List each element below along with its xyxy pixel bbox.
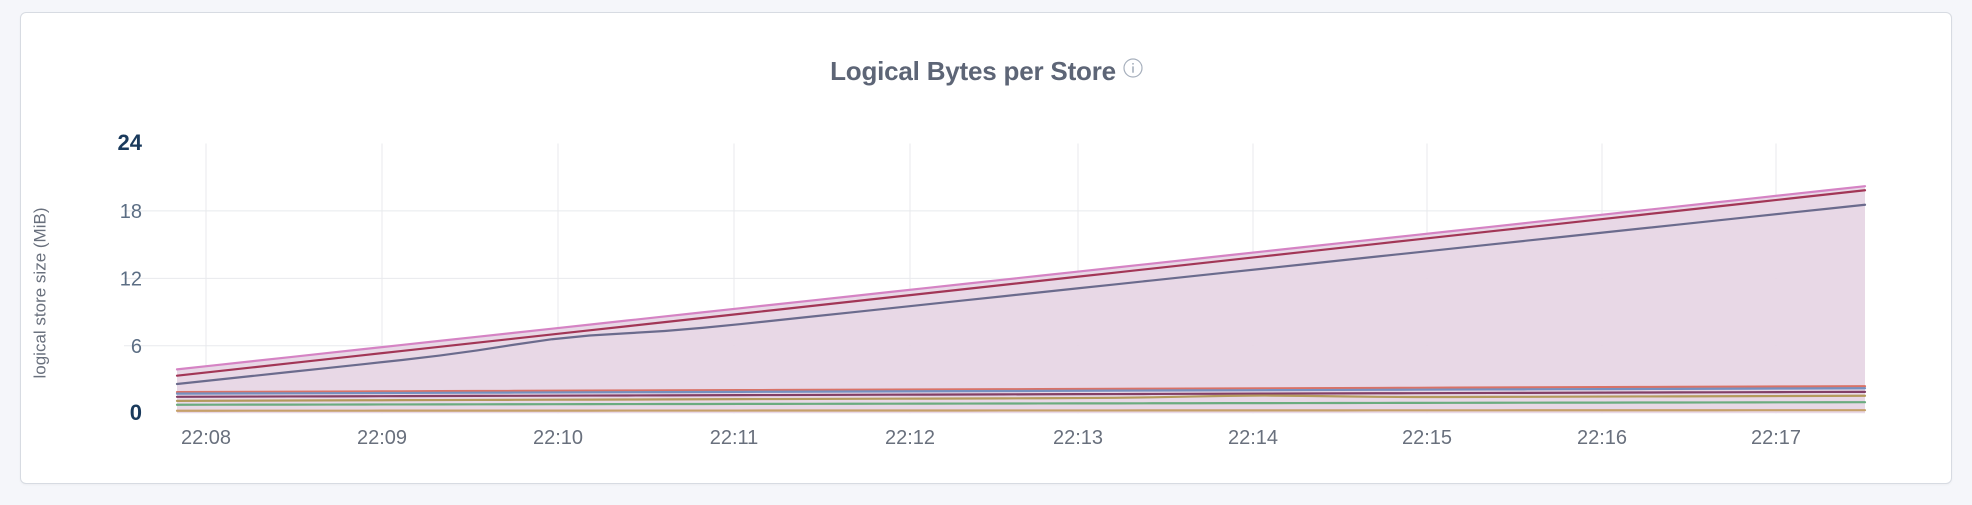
svg-text:12: 12 [120, 268, 142, 290]
svg-text:0: 0 [130, 400, 142, 425]
svg-text:22:13: 22:13 [1053, 427, 1103, 449]
svg-text:22:17: 22:17 [1751, 427, 1801, 449]
svg-text:22:15: 22:15 [1402, 427, 1452, 449]
svg-text:22:12: 22:12 [885, 427, 935, 449]
svg-text:6: 6 [131, 336, 142, 358]
svg-text:18: 18 [120, 201, 142, 223]
svg-text:22:11: 22:11 [710, 427, 759, 449]
svg-text:22:10: 22:10 [533, 427, 583, 449]
svg-text:22:08: 22:08 [181, 427, 231, 449]
svg-text:22:14: 22:14 [1228, 427, 1278, 449]
svg-text:22:16: 22:16 [1577, 427, 1627, 449]
svg-text:24: 24 [118, 130, 143, 155]
svg-text:22:09: 22:09 [357, 427, 407, 449]
